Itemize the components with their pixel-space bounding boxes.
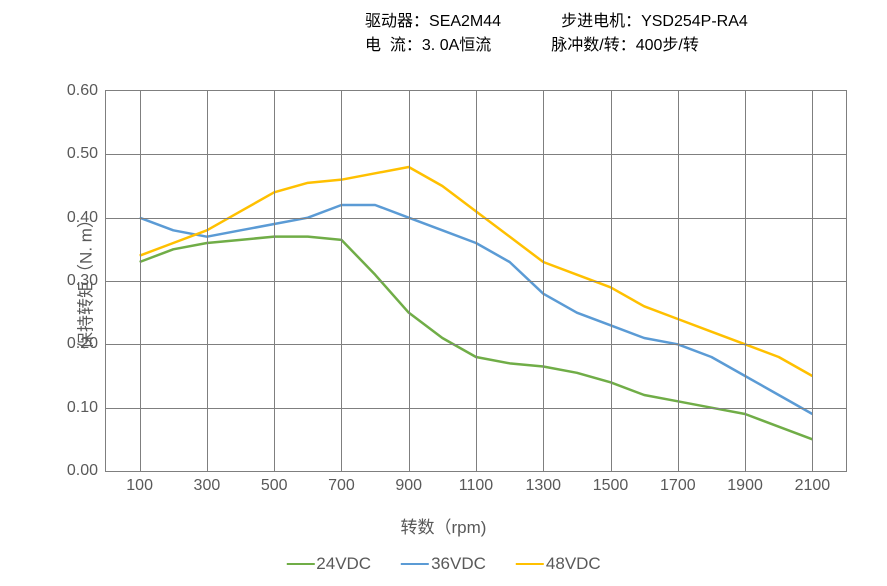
x-axis-label: 转数（rpm) [401,513,487,538]
x-tick: 1900 [727,477,763,495]
y-tick: 0.60 [67,82,98,100]
legend-swatch-icon [401,563,429,566]
grid-line-v [611,91,612,471]
meta-row-2: 电 流：3. 0A恒流 脉冲数/转：400步/转 [365,34,748,58]
legend-item-48VDC: 48VDC [516,554,601,574]
pulse-label: 脉冲数/转：400步/转 [551,34,699,58]
x-tick: 1700 [660,477,696,495]
chart-container: 驱动器：SEA2M44 步进电机：YSD254P-RA4 电 流：3. 0A恒流… [0,0,887,586]
motor-label: 步进电机：YSD254P-RA4 [561,10,748,34]
current-label: 电 流：3. 0A恒流 [365,34,491,58]
x-tick: 1500 [593,477,629,495]
y-tick: 0.00 [67,462,98,480]
x-tick: 500 [261,477,288,495]
legend-item-24VDC: 24VDC [286,554,371,574]
grid-line-v [207,91,208,471]
grid-line-v [812,91,813,471]
legend-swatch-icon [286,563,314,566]
grid-line-v [140,91,141,471]
x-tick: 1100 [459,477,493,495]
y-tick: 0.20 [67,335,98,353]
grid-line-v [543,91,544,471]
x-tick: 900 [395,477,422,495]
legend-swatch-icon [516,563,544,566]
grid-line-v [476,91,477,471]
meta-row-1: 驱动器：SEA2M44 步进电机：YSD254P-RA4 [365,10,748,34]
plot-region: 0.000.100.200.300.400.500.60100300500700… [105,90,847,472]
grid-line-v [745,91,746,471]
legend-item-36VDC: 36VDC [401,554,486,574]
grid-line-v [274,91,275,471]
y-tick: 0.40 [67,209,98,227]
y-tick: 0.30 [67,272,98,290]
x-tick: 2100 [795,477,831,495]
meta-info-block: 驱动器：SEA2M44 步进电机：YSD254P-RA4 电 流：3. 0A恒流… [365,10,748,58]
x-tick: 100 [126,477,153,495]
legend-label: 36VDC [431,554,486,574]
chart-area: 保持转矩（N. m） 0.000.100.200.300.400.500.601… [0,70,887,586]
grid-line-v [409,91,410,471]
y-tick: 0.50 [67,145,98,163]
x-tick: 700 [328,477,355,495]
legend: 24VDC 36VDC 48VDC [286,554,600,574]
y-tick: 0.10 [67,399,98,417]
x-tick: 1300 [525,477,561,495]
driver-label: 驱动器：SEA2M44 [365,10,501,34]
grid-line-v [678,91,679,471]
grid-line-v [341,91,342,471]
legend-label: 24VDC [316,554,371,574]
x-tick: 300 [194,477,221,495]
legend-label: 48VDC [546,554,601,574]
